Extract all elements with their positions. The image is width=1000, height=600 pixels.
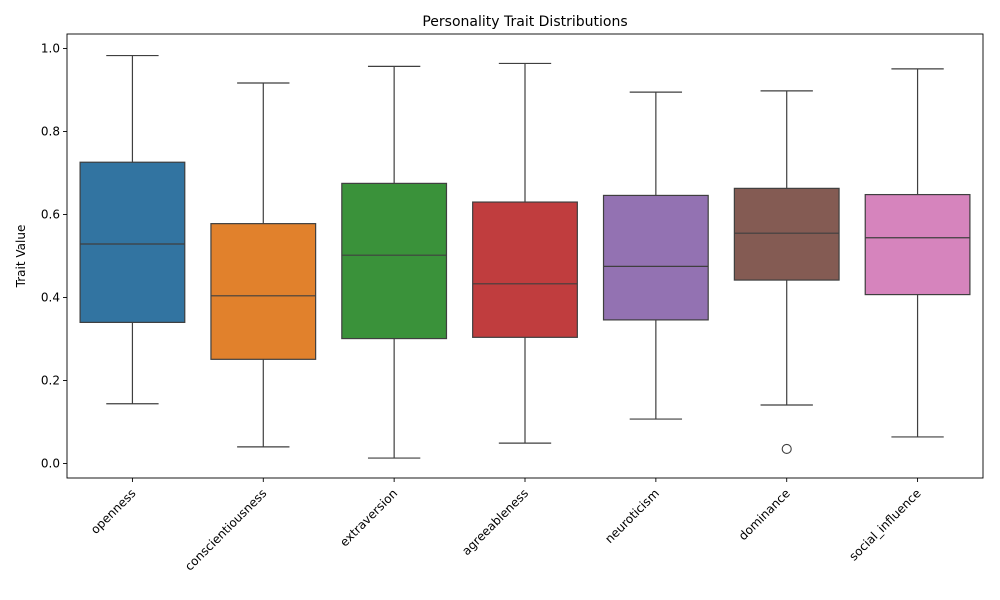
y-tick-label: 0.4 — [41, 290, 60, 304]
box-extraversion — [341, 182, 448, 340]
y-tick-label: 0.2 — [41, 373, 60, 387]
box-conscientiousness — [210, 223, 317, 360]
box-dominance — [733, 187, 840, 281]
y-tick-label: 0.0 — [41, 456, 60, 470]
y-tick-label: 1.0 — [41, 42, 60, 56]
y-tick-label: 0.8 — [41, 125, 60, 139]
box-neuroticism — [602, 194, 709, 321]
box-openness — [79, 161, 186, 323]
outlier-point — [781, 443, 792, 455]
box-social_influence — [864, 193, 971, 296]
plot-frame — [66, 33, 984, 479]
y-axis-label: Trait Value — [14, 225, 28, 289]
chart-title: Personality Trait Distributions — [422, 14, 627, 30]
box-agreeableness — [472, 201, 578, 338]
y-tick-label: 0.6 — [41, 208, 60, 222]
